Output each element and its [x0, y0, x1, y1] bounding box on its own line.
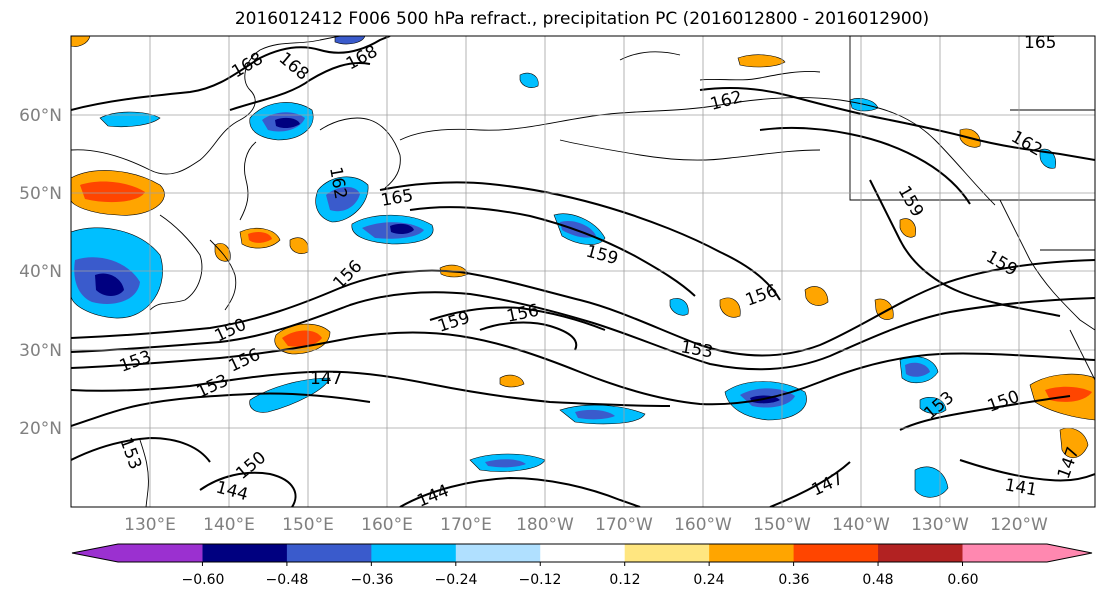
colorbar-tick-label: 0.24 [693, 572, 724, 588]
colorbar-tick-label: −0.48 [266, 572, 309, 588]
map-background [71, 36, 1095, 507]
colorbar-segment [709, 544, 795, 562]
colorbar-segment [540, 544, 626, 562]
colorbar-segment [624, 544, 710, 562]
colorbar-segment [286, 544, 372, 562]
colorbar: −0.60 −0.48 −0.36 −0.24 −0.12 0.12 0.24 … [71, 543, 1093, 588]
colorbar-tick-label: −0.36 [351, 572, 394, 588]
colorbar-tick-label: 0.60 [947, 572, 978, 588]
lat-tick-label: 50°N [19, 184, 62, 204]
lon-tick-label: 180°W [516, 515, 574, 535]
lon-tick-label: 140°E [203, 515, 255, 535]
colorbar-segment [72, 544, 203, 562]
colorbar-tick-label: 0.12 [609, 572, 640, 588]
colorbar-tick-label: −0.60 [182, 572, 225, 588]
colorbar-segment [962, 544, 1092, 562]
refractivity-contours [71, 36, 1095, 507]
lon-tick-label: 170°E [440, 515, 492, 535]
lon-tick-label: 150°E [282, 515, 334, 535]
colorbar-tick-label: −0.24 [435, 572, 478, 588]
map-panel: 168 168 168 165 165 162 162 162 159 159 … [71, 33, 1095, 507]
colorbar-outline [71, 543, 1093, 563]
map-title: 2016012412 F006 500 hPa refract., precip… [234, 9, 930, 29]
colorbar-segment [202, 544, 288, 562]
coastlines [71, 36, 1095, 507]
precip-shading [71, 36, 1095, 498]
lat-tick-label: 40°N [19, 262, 62, 282]
lon-tick-label: 160°E [361, 515, 413, 535]
colorbar-tick-label: 0.36 [778, 572, 809, 588]
lon-ticks: 130°E 140°E 150°E 160°E 170°E 180°W 170°… [124, 515, 1048, 535]
map-frame [70, 35, 1096, 508]
lat-tick-label: 30°N [19, 341, 62, 361]
lat-tick-label: 20°N [19, 419, 62, 439]
lon-tick-label: 130°E [124, 515, 176, 535]
lat-tick-label: 60°N [19, 106, 62, 126]
graticule [71, 36, 1095, 507]
colorbar-tick-label: −0.12 [519, 572, 562, 588]
lon-tick-label: 130°W [911, 515, 969, 535]
colorbar-ticks [201, 562, 963, 566]
contour-label: 165 [1024, 33, 1056, 53]
lon-tick-label: 160°W [674, 515, 732, 535]
contour-label: 147 [310, 369, 342, 389]
lon-tick-label: 150°W [753, 515, 811, 535]
colorbar-segment [371, 544, 457, 562]
colorbar-segments [72, 544, 1092, 562]
lon-tick-label: 140°W [832, 515, 890, 535]
colorbar-segment [793, 544, 879, 562]
colorbar-tick-label: 0.48 [862, 572, 893, 588]
lon-tick-label: 170°W [595, 515, 653, 535]
lat-ticks: 20°N 30°N 40°N 50°N 60°N [19, 106, 62, 439]
lon-tick-label: 120°W [990, 515, 1048, 535]
colorbar-segment [878, 544, 964, 562]
colorbar-segment [455, 544, 541, 562]
